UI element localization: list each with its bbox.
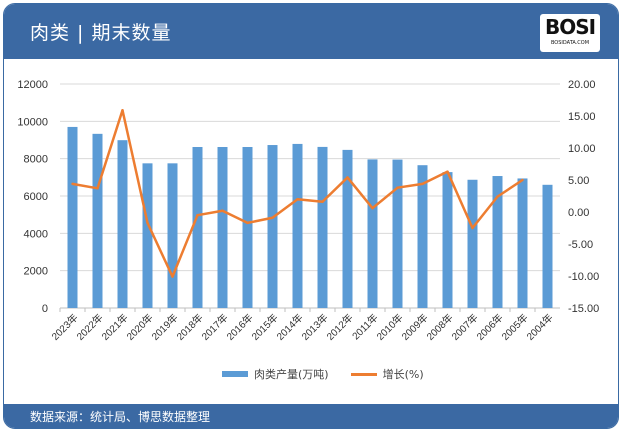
chart-card: 肉类 | 期末数量 BOSI BOSIDATA.COM 数据来源：统计局、博思数… — [3, 3, 619, 429]
growth-point — [296, 198, 299, 201]
bar — [492, 176, 503, 308]
bosi-logo: BOSI BOSIDATA.COM — [540, 14, 600, 52]
left-tick-label: 2000 — [24, 266, 48, 278]
growth-point — [321, 200, 324, 203]
bar — [392, 159, 403, 308]
x-tick-label: 2011年 — [349, 311, 380, 342]
x-tick-label: 2014年 — [274, 311, 306, 343]
data-source: 数据来源：统计局、博思数据整理 — [30, 410, 211, 424]
right-tick-label: -10.00 — [568, 271, 599, 283]
left-tick-label: 8000 — [24, 154, 48, 166]
growth-point — [221, 209, 224, 212]
x-tick-label: 2018年 — [174, 311, 206, 343]
left-tick-label: 0 — [42, 303, 48, 315]
right-tick-label: 10.00 — [568, 143, 596, 155]
header-bar: 肉类 | 期末数量 BOSI BOSIDATA.COM — [4, 4, 618, 59]
bar — [292, 143, 303, 308]
bar — [417, 165, 428, 308]
left-tick-label: 12000 — [17, 79, 48, 91]
growth-point — [146, 221, 149, 225]
x-tick-label: 2015年 — [249, 311, 281, 343]
right-tick-label: -15.00 — [568, 303, 599, 315]
growth-point — [196, 214, 199, 217]
left-tick-label: 4000 — [24, 228, 48, 240]
x-tick-label: 2010年 — [374, 311, 406, 343]
bar — [517, 178, 528, 308]
growth-point — [96, 187, 99, 190]
x-tick-label: 2022年 — [74, 311, 106, 343]
bar — [317, 146, 328, 308]
bar — [167, 163, 178, 308]
x-tick-label: 2023年 — [49, 311, 81, 343]
bar — [192, 147, 203, 308]
footer-bar: 数据来源：统计局、博思数据整理 — [4, 404, 618, 428]
x-tick-label: 2021年 — [99, 311, 131, 343]
growth-point — [271, 216, 274, 219]
left-tick-label: 10000 — [17, 116, 48, 128]
growth-point — [521, 178, 524, 182]
x-tick-label: 2005年 — [499, 311, 531, 343]
legend-line-label: 增长(%) — [382, 368, 424, 381]
bar — [267, 145, 278, 308]
right-tick-label: 0.00 — [568, 207, 589, 219]
bar — [117, 140, 128, 308]
x-tick-label: 2004年 — [524, 311, 556, 343]
right-tick-label: -5.00 — [568, 239, 593, 251]
right-tick-label: 20.00 — [568, 79, 596, 91]
bar — [217, 147, 228, 308]
growth-point — [371, 206, 374, 210]
legend: 肉类产量(万吨) 增长(%) — [222, 366, 424, 382]
growth-point — [171, 275, 174, 278]
x-tick-label: 2017年 — [199, 311, 231, 343]
x-tick-label: 2006年 — [474, 311, 506, 343]
x-tick-label: 2009年 — [399, 311, 431, 343]
x-tick-label: 2007年 — [449, 311, 481, 343]
x-tick-label: 2020年 — [124, 311, 156, 343]
right-tick-label: 15.00 — [568, 111, 596, 123]
growth-point — [446, 170, 449, 173]
bar — [92, 133, 103, 308]
growth-point — [496, 195, 499, 198]
chart-title: 肉类 | 期末数量 — [30, 22, 172, 44]
bar — [542, 184, 553, 308]
growth-point — [121, 109, 124, 112]
x-tick-label: 2008年 — [424, 311, 456, 343]
legend-line-swatch — [350, 372, 377, 376]
x-tick-label: 2012年 — [324, 311, 356, 343]
growth-point — [421, 182, 424, 186]
x-tick-label: 2019年 — [149, 311, 181, 343]
growth-point — [71, 182, 74, 186]
x-tick-label: 2013年 — [299, 311, 331, 343]
bar — [342, 149, 353, 308]
right-tick-label: 5.00 — [568, 175, 589, 187]
left-tick-label: 6000 — [24, 191, 48, 203]
growth-point — [246, 221, 249, 225]
bar — [367, 159, 378, 308]
bar — [67, 126, 78, 308]
legend-bar-swatch — [222, 371, 248, 377]
legend-bar-label: 肉类产量(万吨) — [254, 368, 329, 381]
growth-point — [396, 186, 399, 189]
bar — [467, 179, 478, 308]
bar — [442, 172, 453, 308]
x-tick-label: 2016年 — [224, 311, 256, 343]
growth-point — [471, 226, 474, 230]
growth-point — [346, 176, 349, 179]
bar — [242, 147, 253, 308]
bar — [142, 163, 153, 308]
